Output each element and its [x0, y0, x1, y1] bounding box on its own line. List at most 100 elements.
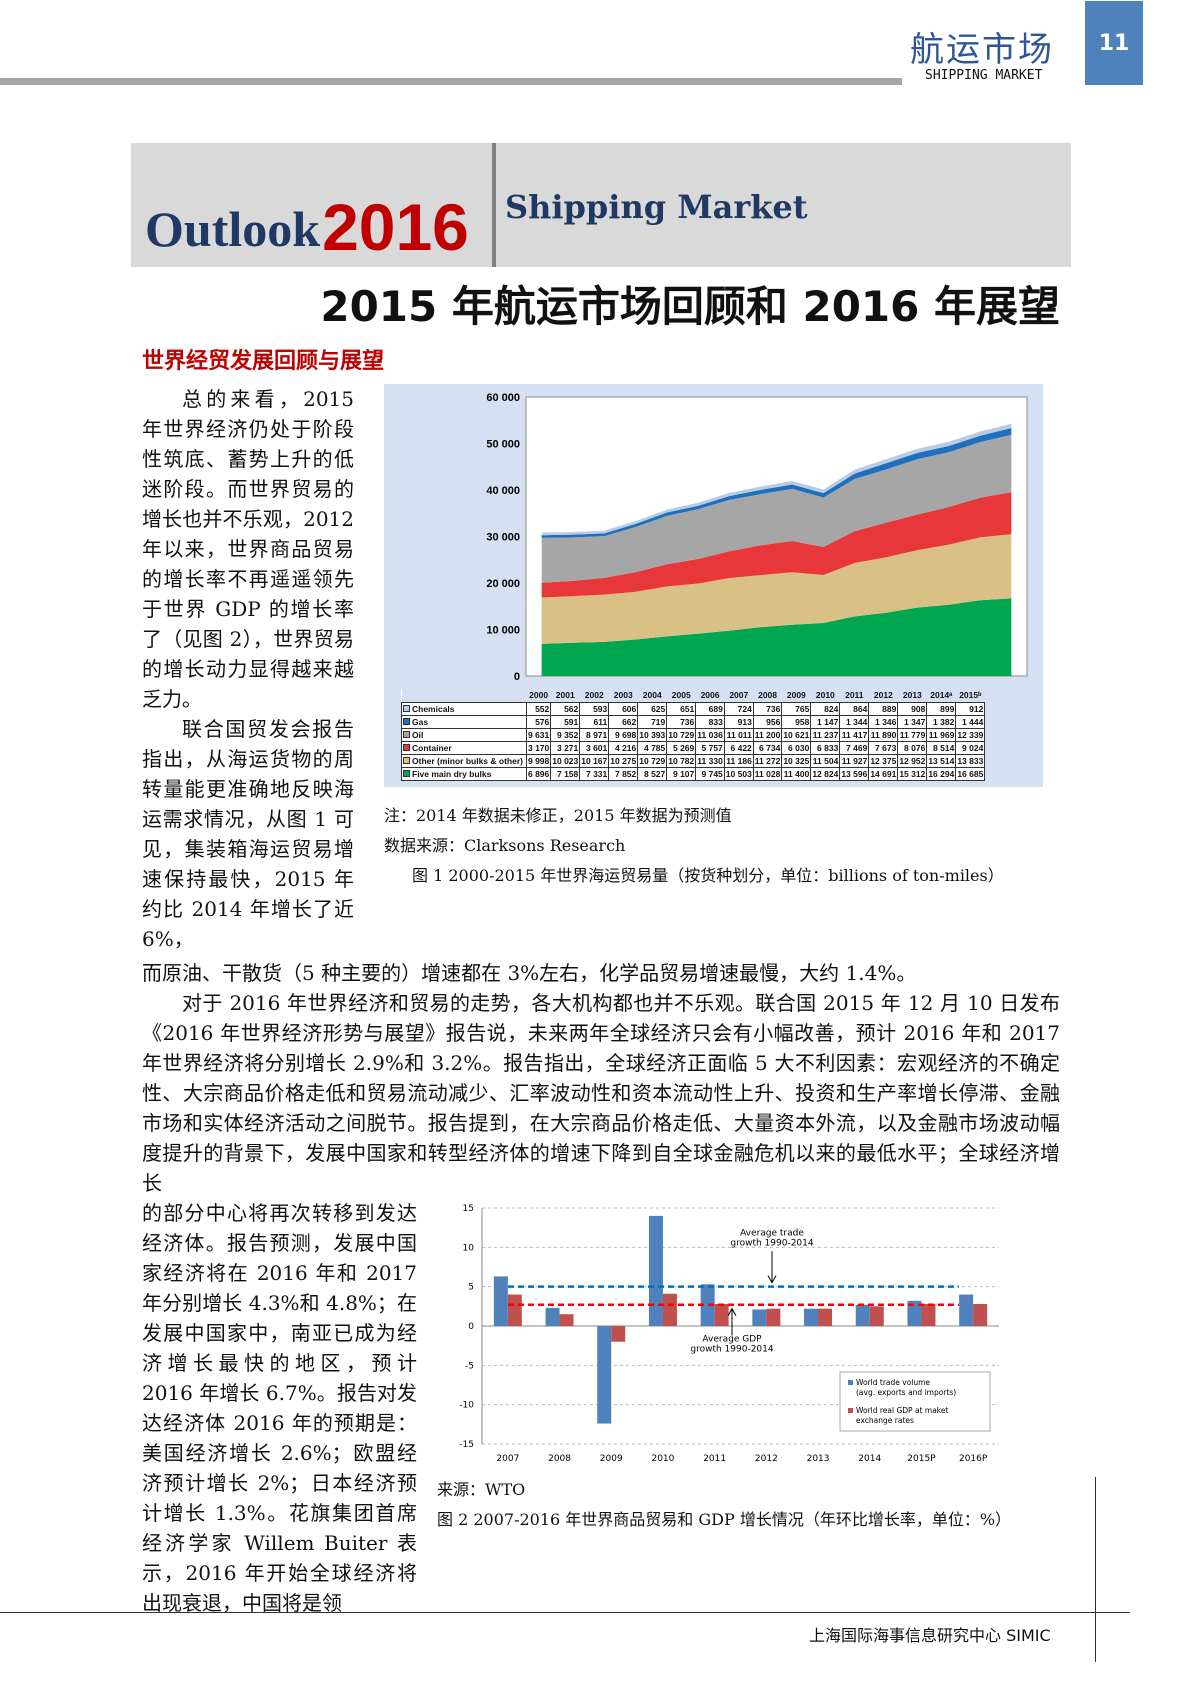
table-cell: 12 952	[897, 753, 928, 768]
table-cell: 824	[810, 701, 841, 716]
table-cell: 833	[695, 714, 725, 729]
table-cell: 13 596	[839, 766, 870, 781]
table-cell: 5 269	[666, 740, 697, 755]
year-header: 2015ᵇ	[955, 689, 985, 702]
article-body: 总的来看，2015 年世界经济仍处于阶段性筑底、蓄势上升的低迷阶段。而世界贸易的…	[142, 384, 1060, 1618]
table-cell: 9 745	[695, 766, 725, 781]
x-tick-label: 2007	[496, 1454, 519, 1464]
table-cell: 7 331	[579, 766, 610, 781]
year-header: 2013	[897, 689, 927, 702]
footer-rule	[0, 1612, 1130, 1613]
table-cell: 13 514	[926, 753, 957, 768]
table-cell: 10 275	[608, 753, 639, 768]
y-tick-label: 30 000	[486, 532, 520, 544]
table-cell: 662	[608, 714, 639, 729]
banner	[131, 143, 1071, 267]
paragraph: 联合国贸发会报告指出，从海运货物的周转量能更准确地反映海运需求情况，从图 1 可…	[142, 717, 354, 951]
banner-outlook: Outlook	[145, 201, 321, 257]
table-cell: 765	[781, 701, 812, 716]
table-cell: 11 417	[839, 727, 870, 742]
bar-trade	[804, 1308, 819, 1326]
table-cell: 12 824	[810, 766, 841, 781]
table-cell: 1 444	[955, 714, 986, 729]
year-header: 2000	[526, 689, 551, 702]
table-cell: 10 023	[550, 753, 581, 768]
banner-outlook-group: Outlook 2016	[145, 160, 469, 260]
body-column-1: 总的来看，2015 年世界经济仍处于阶段性筑底、蓄势上升的低迷阶段。而世界贸易的…	[142, 384, 354, 954]
x-tick-label: 2008	[548, 1454, 571, 1464]
bar-gdp	[507, 1294, 522, 1326]
legend-label: World trade volume	[856, 1378, 930, 1387]
x-tick-label: 2010	[651, 1454, 674, 1464]
y-tick-label: 40 000	[486, 485, 520, 497]
table-cell: 6 030	[781, 740, 812, 755]
row-figure-1: 总的来看，2015 年世界经济仍处于阶段性筑底、蓄势上升的低迷阶段。而世界贸易的…	[142, 384, 1060, 954]
figure-2-chart: 15 10 5 0 -5 -10 -15 2007 2008 2009 2010 2011 2012 20…	[459, 1204, 999, 1464]
banner-year: 2016	[322, 190, 469, 264]
figure-2: 15 10 5 0 -5 -10 -15 2007 2008 2009 2010 2011 2012 20…	[437, 1198, 1037, 1535]
table-corner	[401, 689, 527, 702]
year-header: 2006	[695, 689, 725, 702]
table-cell: 9 352	[550, 727, 581, 742]
table-cell: 724	[723, 701, 754, 716]
table-cell: 10 782	[666, 753, 697, 768]
table-cell: 10 503	[723, 766, 754, 781]
paragraph: 总的来看，2015 年世界经济仍处于阶段性筑底、蓄势上升的低迷阶段。而世界贸易的…	[142, 387, 354, 711]
legend-label: (avg. exports and imports)	[856, 1388, 956, 1397]
bar-trade	[597, 1326, 612, 1424]
table-cell: 562	[550, 701, 581, 716]
table-cell: 1 347	[897, 714, 928, 729]
table-cell: 11 779	[897, 727, 928, 742]
footer-vertical-rule	[1095, 1477, 1096, 1662]
table-cell: 11 186	[723, 753, 754, 768]
footer-text: 上海国际海事信息研究中心 SIMIC	[809, 1622, 1051, 1646]
area-other-minor-bulks-other-	[541, 534, 1012, 644]
bar-trade	[959, 1294, 974, 1326]
reference-label: growth 1990-2014	[690, 1345, 774, 1355]
bar-trade	[907, 1300, 922, 1326]
table-cell: 11 927	[839, 753, 870, 768]
legend-swatch	[848, 1408, 853, 1413]
year-header: 2005	[666, 689, 696, 702]
table-cell: 611	[579, 714, 610, 729]
table-row: Five main dry bulks 6 896 7 158 7 331 7 852 8…	[401, 766, 986, 781]
table-cell: 14 691	[868, 766, 899, 781]
y-tick-label: 0	[468, 1322, 474, 1332]
table-cell: 10 325	[781, 753, 812, 768]
reference-label: Average GDP	[702, 1335, 762, 1345]
section-title-en: SHIPPING MARKET	[925, 68, 1043, 83]
y-tick-label: -5	[465, 1361, 474, 1371]
table-cell: 10 621	[781, 727, 812, 742]
bar-trade	[855, 1304, 870, 1326]
row-label: Other (minor bulks & other)	[401, 753, 527, 768]
table-cell: 1 346	[868, 714, 899, 729]
table-cell: 1 382	[926, 714, 957, 729]
header-rule	[0, 78, 902, 85]
year-header: 2002	[579, 689, 609, 702]
area-five-main-dry-bulks	[541, 598, 1012, 676]
figure-2-source: 来源：WTO	[437, 1480, 526, 1499]
bar-gdp	[662, 1293, 677, 1326]
table-cell: 11 969	[926, 727, 957, 742]
year-header: 2008	[753, 689, 782, 702]
table-cell: 7 852	[608, 766, 639, 781]
table-cell: 625	[637, 701, 668, 716]
year-header: 2012	[868, 689, 898, 702]
figure-1-caption: 图 1 2000-2015 年世界海运贸易量（按货种划分，单位：billions…	[412, 866, 1004, 885]
table-cell: 10 167	[579, 753, 610, 768]
table-cell: 11 400	[781, 766, 812, 781]
bar-gdp	[714, 1303, 729, 1326]
table-cell: 16 685	[955, 766, 986, 781]
bar-trade	[648, 1215, 663, 1326]
table-cell: 9 698	[608, 727, 639, 742]
figure-1-source: 数据来源：Clarksons Research	[384, 836, 626, 855]
table-cell: 10 729	[666, 727, 697, 742]
table-cell: 591	[550, 714, 581, 729]
table-cell: 912	[955, 701, 986, 716]
y-tick-label: -15	[459, 1440, 474, 1450]
table-cell: 11 272	[752, 753, 783, 768]
table-cell: 9 631	[525, 727, 552, 742]
table-cell: 8 971	[579, 727, 610, 742]
x-tick-label: 2014	[858, 1454, 881, 1464]
table-cell: 10 393	[637, 727, 668, 742]
